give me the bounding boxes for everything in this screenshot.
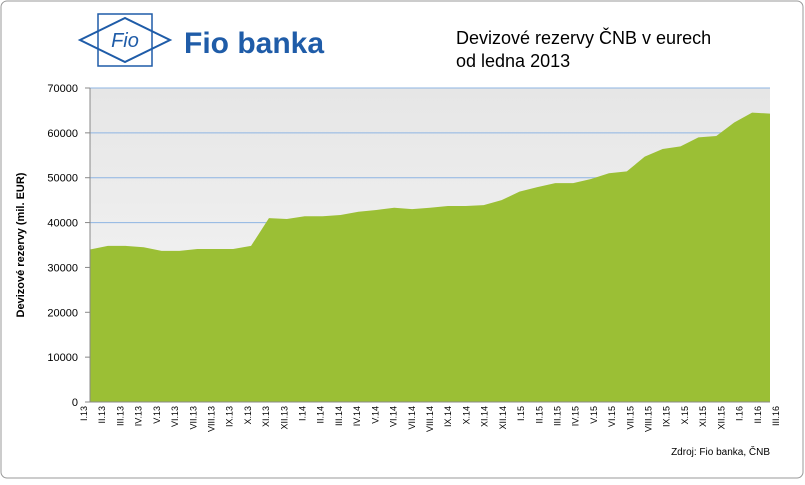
x-tick-label: V.15 (589, 406, 599, 424)
x-tick-label: IV.14 (352, 406, 362, 426)
source: Zdroj: Fio banka, ČNB (671, 445, 770, 458)
x-tick-label: III.15 (552, 406, 562, 426)
x-tick-label: II.14 (316, 406, 326, 424)
x-tick-label: I.14 (298, 406, 308, 421)
x-tick-label: XII.15 (716, 406, 726, 430)
chart-title: od ledna 2013 (456, 51, 570, 71)
x-tick-label: I.15 (516, 406, 526, 421)
y-tick-label: 60000 (47, 128, 78, 140)
y-tick-label: 0 (72, 397, 78, 409)
x-tick-label: IV.13 (134, 406, 144, 426)
logo-box (97, 13, 153, 67)
x-tick-label: II.13 (97, 406, 107, 424)
x-tick-label: X.15 (680, 406, 690, 425)
x-tick-label: VI.14 (389, 406, 399, 427)
logo-diamond (77, 16, 173, 64)
y-tick-label: 30000 (47, 262, 78, 274)
x-tick-label: I.16 (735, 406, 745, 421)
chart-title: Devizové rezervy ČNB v eurech (456, 27, 711, 48)
x-tick-label: XII.13 (279, 406, 289, 430)
x-tick-label: VI.13 (170, 406, 180, 427)
y-tick-label: 70000 (47, 83, 78, 95)
y-tick-label: 20000 (47, 307, 78, 319)
x-tick-label: XI.14 (480, 406, 490, 427)
x-tick-label: IV.15 (571, 406, 581, 426)
x-tick-label: VIII.14 (425, 406, 435, 432)
y-tick-label: 10000 (47, 352, 78, 364)
x-tick-label: IX.14 (443, 406, 453, 427)
x-tick-label: VII.13 (188, 406, 198, 430)
x-tick-label: IX.15 (662, 406, 672, 427)
logo: Fio Fio banka (77, 13, 324, 67)
x-tick-label: I.13 (79, 406, 89, 421)
x-tick-label: VII.14 (407, 406, 417, 430)
x-tick-label: XII.14 (498, 406, 508, 430)
x-tick-label: II.16 (753, 406, 763, 424)
x-tick-label: VI.15 (607, 406, 617, 427)
y-axis-label: Devizové rezervy (mil. EUR) (15, 172, 27, 317)
logo-emblem: Fio (111, 30, 139, 52)
y-tick-label: 50000 (47, 173, 78, 185)
x-tick-label: VIII.13 (206, 406, 216, 432)
x-tick-label: III.14 (334, 406, 344, 426)
x-tick-label: VII.15 (625, 406, 635, 430)
x-tick-label: VIII.15 (644, 406, 654, 432)
y-tick-label: 40000 (47, 218, 78, 230)
x-tick-label: V.14 (370, 406, 380, 424)
area (90, 112, 770, 403)
x-tick-label: III.16 (771, 406, 781, 426)
x-tick-label: XI.13 (261, 406, 271, 427)
x-tick-label: II.15 (534, 406, 544, 424)
x-tick-label: III.13 (115, 406, 125, 426)
x-tick-label: V.13 (152, 406, 162, 424)
x-tick-label: X.13 (243, 406, 253, 425)
x-tick-label: IX.13 (225, 406, 235, 427)
logo-name: Fio banka (184, 27, 324, 60)
x-tick-label: X.14 (461, 406, 471, 425)
x-tick-label: XI.15 (698, 406, 708, 427)
